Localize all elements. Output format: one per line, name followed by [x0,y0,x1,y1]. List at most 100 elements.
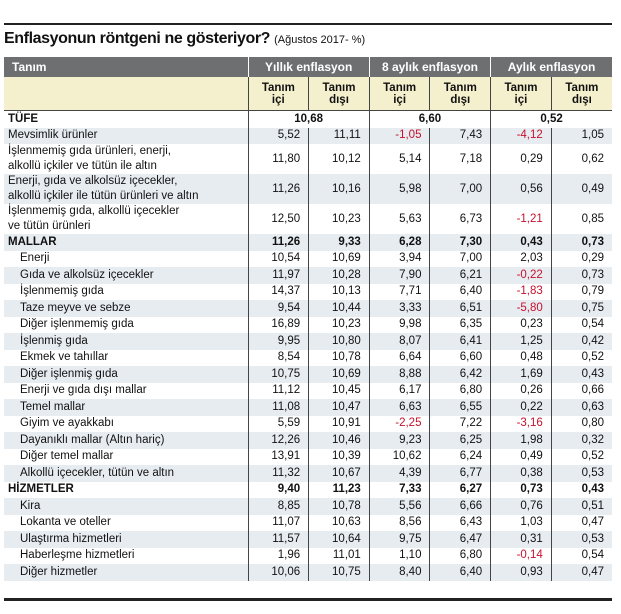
row-label: İşlenmiş gıda [4,333,248,350]
value-cell: 5,14 [368,144,430,174]
value-cell: 10,39 [308,448,370,465]
value-cell: 5,98 [368,174,430,204]
value-cell: 6,24 [429,448,491,465]
row-label: Temel mallar [4,399,248,416]
value-cell: 6,63 [368,399,430,416]
subheader-row: Tanım içi Tanım dışı Tanım içi Tanım dışı Ta… [4,77,612,111]
row-label: Alkollü içecekler, tütün ve altın [4,465,248,482]
subheader: Tanım içi [368,77,430,111]
row-label: Ekmek ve tahıllar [20,351,109,364]
value-cell: 0,51 [550,498,612,515]
total-value: 0,52 [490,110,612,128]
value-cell: 0,85 [550,204,612,234]
row-label: İşlenmemiş gıda ürünleri, enerji, alkoll… [8,145,171,172]
data-row: Gıda ve alkolsüz içecekler 11,97 10,28 7,90… [4,267,612,284]
value-cell: 1,10 [368,547,430,564]
value-cell: 8,85 [247,498,309,515]
value-cell: 11,12 [247,382,309,399]
value-cell: 6,80 [429,382,491,399]
data-row: Giyim ve ayakkabı 5,59 10,91 -2,25 7,22 -3,16… [4,415,612,432]
value-cell: 6,40 [429,564,491,581]
value-cell: 6,42 [429,366,491,383]
value-cell: 10,47 [308,399,370,416]
value-cell: 7,18 [429,144,491,174]
data-row: Diğer işlenmemiş gıda 16,89 10,23 9,98 6,35 0… [4,316,612,333]
value-cell: 0,73 [490,481,552,498]
data-row: Diğer hizmetler 10,06 10,75 8,40 6,40 0,93 0,4… [4,564,612,581]
subheader: Tanım dışı [429,77,491,111]
value-cell: 11,08 [247,399,309,416]
subtitle: (Ağustos 2017- %) [274,34,366,46]
value-cell: 10,69 [308,250,370,267]
value-cell: 11,26 [247,234,309,251]
data-row: MALLAR 11,26 9,33 6,28 7,30 0,43 0,73 [4,234,612,251]
value-cell: 6,40 [429,283,491,300]
value-cell: 0,42 [550,333,612,350]
value-cell: 0,79 [550,283,612,300]
data-row: Taze meyve ve sebze 9,54 10,44 3,33 6,51 -5,8… [4,300,612,317]
value-cell: 7,71 [368,283,430,300]
data-row: Kira 8,85 10,78 5,56 6,66 0,76 0,51 [4,498,612,515]
value-cell: 6,80 [429,547,491,564]
subheader: Tanım içi [247,77,309,111]
value-cell: 0,75 [550,300,612,317]
value-cell: 0,93 [490,564,552,581]
value-cell: 10,54 [247,250,309,267]
data-row: Mevsimlik ürünler 5,52 11,11 -1,05 7,43 -4,12… [4,127,612,144]
row-label: Dayanıklı mallar (Altın hariç) [4,432,248,449]
data-row: HİZMETLER 9,40 11,23 7,33 6,27 0,73 0,43 [4,481,612,498]
value-cell: 7,22 [429,415,491,432]
value-cell: 16,89 [247,316,309,333]
data-row: Lokanta ve oteller 11,07 10,63 8,56 6,43 1,03… [4,514,612,531]
value-cell: 10,13 [308,283,370,300]
value-cell: 10,80 [308,333,370,350]
value-cell: 0,63 [550,399,612,416]
total-value: 10,68 [247,110,370,128]
value-cell: 8,88 [368,366,430,383]
subheader: Tanım dışı [308,77,370,111]
total-value: 6,60 [368,110,491,128]
value-cell: -4,12 [490,127,552,144]
row-label: Enerji, gıda ve alkolsüz içecekler, alko… [4,174,248,204]
value-cell: 1,25 [490,333,552,350]
value-cell: 6,51 [429,300,491,317]
group-header: Yıllık enflasyon [247,57,370,77]
value-cell: 0,66 [550,382,612,399]
value-cell: 10,78 [308,349,370,366]
value-cell: 7,43 [429,127,491,144]
value-cell: 0,73 [550,234,612,251]
value-cell: 0,53 [550,465,612,482]
value-cell: 0,53 [550,531,612,548]
value-cell: 10,16 [308,174,370,204]
value-cell: -3,16 [490,415,552,432]
data-row: İşlenmiş gıda 9,95 10,80 8,07 6,41 1,25 0,42 [4,333,612,350]
data-row: Enerji, gıda ve alkolsüz içecekler, alko… [4,174,612,204]
bottom-rule [4,598,612,601]
value-cell: 11,97 [247,267,309,284]
data-row: Diğer işlenmiş gıda 10,75 10,69 8,88 6,42 1,6… [4,366,612,383]
row-label: Gıda ve alkolsüz içecekler [4,267,248,284]
value-cell: 0,31 [490,531,552,548]
row-label: Ulaştırma hizmetleri [4,531,248,548]
value-cell: 0,43 [550,366,612,383]
value-cell: 6,55 [429,399,491,416]
value-cell: 0,54 [550,316,612,333]
group-header: 8 aylık enflasyon [368,57,491,77]
data-row: Alkollü içecekler, tütün ve altın 11,32 10… [4,465,612,482]
value-cell: -5,80 [490,300,552,317]
value-cell: 11,07 [247,514,309,531]
subheader-blank [4,77,248,111]
value-cell: 0,48 [490,349,552,366]
value-cell: 9,54 [247,300,309,317]
value-cell: 1,98 [490,432,552,449]
value-cell: 0,29 [550,250,612,267]
row-label: Diğer hizmetler [4,564,248,581]
value-cell: 0,56 [490,174,552,204]
value-cell: 0,47 [550,514,612,531]
value-cell: 10,06 [247,564,309,581]
value-cell: 10,69 [308,366,370,383]
value-cell: 9,33 [308,234,370,251]
data-row: Ulaştırma hizmetleri 11,57 10,64 9,75 6,47 0,… [4,531,612,548]
inflation-table: Tanım Yıllık enflasyon 8 aylık enflasyon Ay… [4,57,612,581]
row-label: Diğer temel mallar [20,450,114,463]
